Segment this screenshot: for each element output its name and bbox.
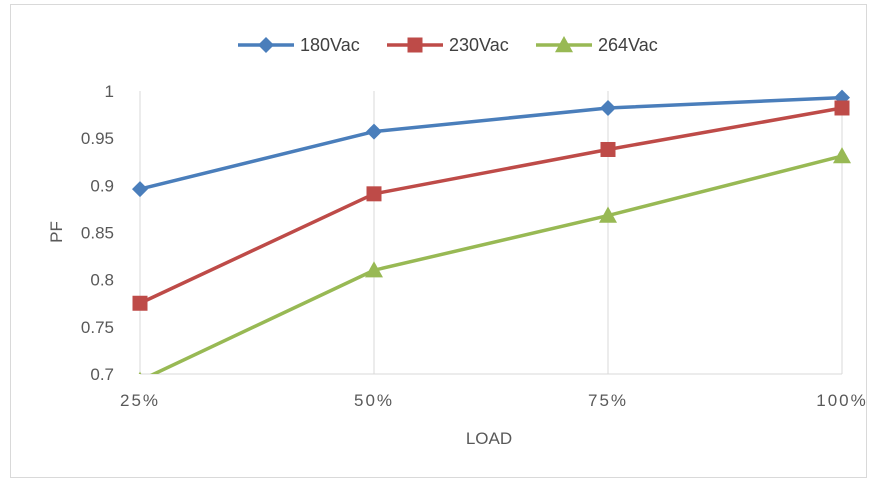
data-point-264Vac bbox=[833, 147, 851, 164]
data-point-180Vac bbox=[600, 99, 616, 116]
x-tick-label: 25% bbox=[120, 391, 160, 410]
series-line-264Vac bbox=[149, 154, 843, 374]
data-point-180Vac bbox=[132, 181, 148, 198]
axis-layer: 0.7 0.75 0.8 0.85 0.9 0.95 1 25% 50% 75% 100% bbox=[81, 82, 867, 410]
y-axis-title: PF bbox=[47, 221, 66, 243]
data-point-230Vac bbox=[834, 100, 850, 116]
data-point-264Vac bbox=[365, 261, 383, 278]
legend-marker bbox=[258, 37, 274, 53]
y-tick-label: 0.75 bbox=[81, 318, 114, 337]
series-line-180Vac bbox=[139, 95, 843, 191]
legend-marker bbox=[555, 36, 573, 53]
legend-label: 264Vac bbox=[598, 35, 658, 55]
data-point-264Vac bbox=[138, 371, 142, 374]
y-tick-label: 0.8 bbox=[90, 271, 114, 290]
data-point-264Vac bbox=[599, 206, 617, 223]
data-point-180Vac bbox=[366, 123, 382, 140]
data-point-230Vac bbox=[132, 295, 148, 311]
y-tick-label: 0.95 bbox=[81, 129, 114, 148]
legend-marker bbox=[407, 37, 423, 53]
y-tick-label: 0.85 bbox=[81, 224, 114, 243]
y-tick-label: 0.9 bbox=[90, 176, 114, 195]
y-tick-label: 0.7 bbox=[90, 365, 114, 384]
x-axis-title: LOAD bbox=[466, 429, 512, 448]
legend-label: 180Vac bbox=[300, 35, 360, 55]
series-layer bbox=[132, 89, 851, 374]
data-point-230Vac bbox=[366, 186, 382, 202]
chart-frame bbox=[10, 4, 867, 478]
x-tick-label: 50% bbox=[354, 391, 394, 410]
data-point-230Vac bbox=[600, 141, 616, 157]
series-line-230Vac bbox=[139, 106, 843, 305]
legend: 180Vac 230Vac 264Vac bbox=[238, 35, 658, 55]
x-tick-label: 100% bbox=[816, 391, 867, 410]
x-tick-label: 75% bbox=[588, 391, 628, 410]
y-tick-label: 1 bbox=[105, 82, 114, 101]
legend-label: 230Vac bbox=[449, 35, 509, 55]
